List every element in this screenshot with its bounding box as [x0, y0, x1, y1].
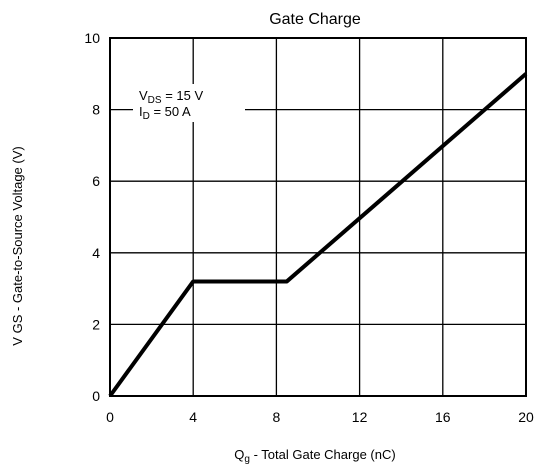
annotation-background [133, 84, 245, 122]
y-tick-label: 8 [92, 102, 100, 118]
plot-frame [109, 37, 527, 397]
x-axis-label: Qg - Total Gate Charge (nC) [234, 447, 395, 465]
x-tick-label: 4 [189, 409, 197, 425]
x-tick-label: 0 [106, 409, 114, 425]
y-tick-label: 10 [84, 30, 100, 46]
annotation-vds: VDS = 15 V [139, 88, 203, 106]
x-tick-label: 16 [435, 409, 451, 425]
y-tick-label: 0 [92, 388, 100, 404]
y-tick-label: 2 [92, 316, 100, 332]
tick-labels: 0 4 8 12 16 20 0 2 4 6 8 10 [84, 30, 534, 425]
gate-charge-curve [108, 72, 528, 398]
series [108, 72, 528, 398]
x-tick-label: 8 [273, 409, 281, 425]
x-tick-label: 20 [518, 409, 534, 425]
x-tick-label: 12 [352, 409, 368, 425]
chart-title: Gate Charge [269, 11, 361, 28]
annotation-id: ID = 50 A [139, 104, 191, 122]
y-tick-label: 6 [92, 173, 100, 189]
y-tick-label: 4 [92, 245, 100, 261]
y-axis-label: V GS - Gate-to-Source Voltage (V) [10, 146, 25, 345]
